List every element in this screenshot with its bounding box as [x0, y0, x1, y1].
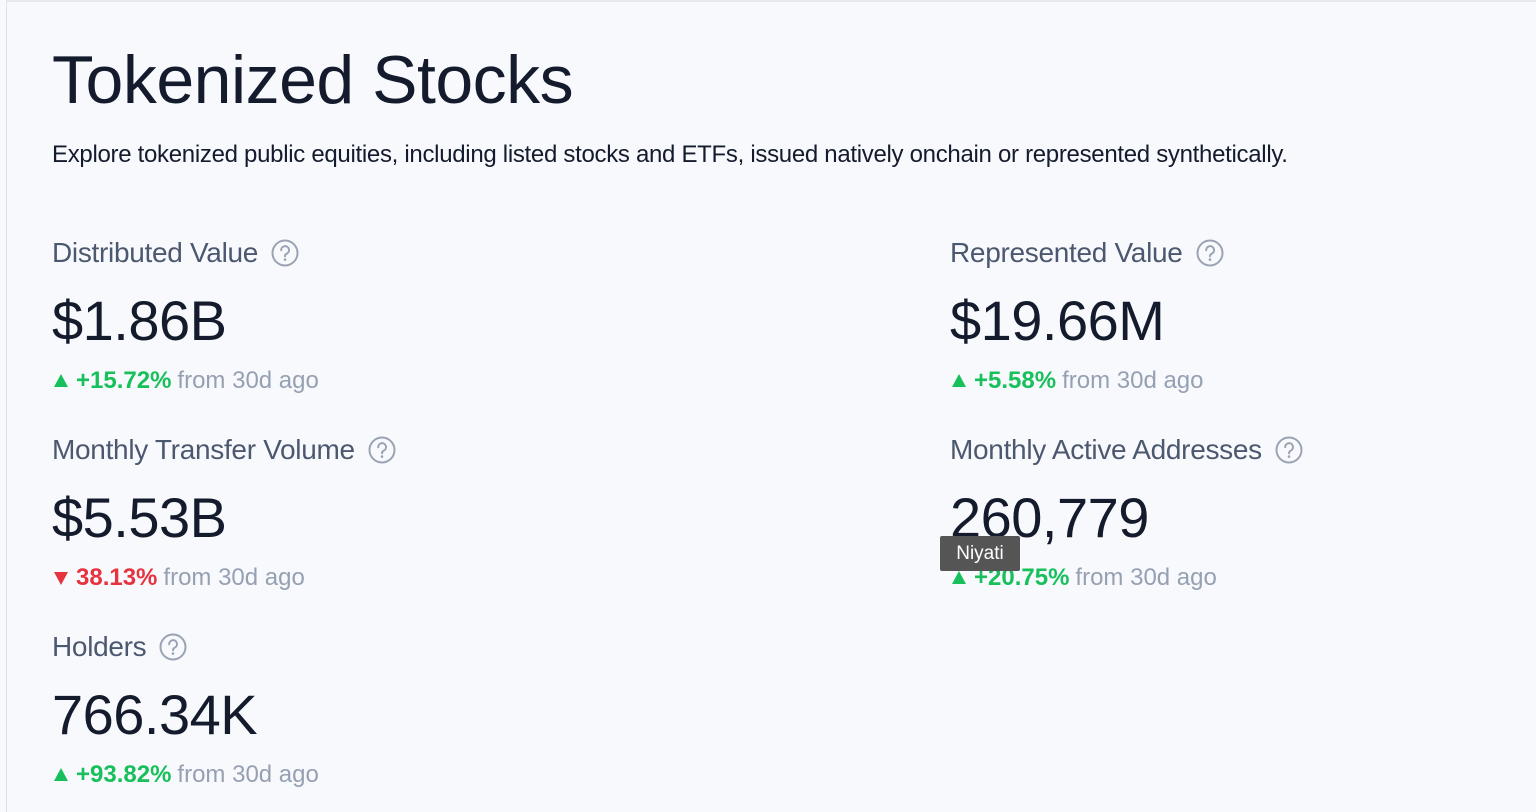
metric-note: from 30d ago	[1062, 367, 1204, 394]
metric-label: Monthly Active Addresses	[950, 434, 1262, 465]
title: Tokenized Stocks	[52, 42, 574, 118]
trend-arrow	[54, 374, 68, 387]
metric-note: from 30d ago	[1075, 564, 1217, 591]
metric-value: 766.34K	[52, 683, 258, 746]
metric-note: from 30d ago	[163, 564, 305, 591]
metric-value: 260,779	[950, 486, 1149, 549]
metric-note: from 30d ago	[177, 761, 319, 788]
metric-change: +93.82%	[76, 761, 172, 788]
metric-change-row: +93.82% from 30d ago	[52, 761, 752, 789]
metric-value: $19.66M	[950, 289, 1165, 352]
metric-label: Holders	[52, 631, 147, 662]
panel	[6, 0, 1536, 812]
metric-change: +5.58%	[974, 367, 1057, 394]
metric-label-row: Monthly Active Addresses	[950, 434, 1536, 466]
metric-change: 38.13%	[76, 564, 158, 591]
help-icon[interactable]	[1195, 238, 1225, 268]
metric-card: Distributed Value $1.86B +15.72% from 30d a…	[52, 237, 752, 395]
metric-label-row: Distributed Value	[52, 237, 752, 269]
metric-note: from 30d ago	[177, 367, 319, 394]
metric-label-row: Holders	[52, 631, 752, 663]
trend-arrow	[54, 572, 68, 585]
help-icon[interactable]	[270, 238, 300, 268]
metric-change-row: 38.13% from 30d ago	[52, 564, 752, 592]
help-icon[interactable]	[158, 632, 188, 662]
metric-label: Represented Value	[950, 237, 1183, 268]
trend-arrow	[54, 768, 68, 781]
metric-card: Represented Value $19.66M +5.58% from 30d a…	[950, 237, 1536, 395]
metric-label: Distributed Value	[52, 237, 259, 268]
trend-arrow	[952, 374, 966, 387]
subtitle: Explore tokenized public equities, inclu…	[52, 141, 1288, 168]
metric-change-row: +15.72% from 30d ago	[52, 367, 752, 395]
help-icon[interactable]	[1274, 435, 1304, 465]
metric-card: Monthly Transfer Volume $5.53B 38.13% from …	[52, 434, 752, 592]
help-icon[interactable]	[367, 435, 397, 465]
metric-card: Monthly Active Addresses 260,779 +20.75% fr…	[950, 434, 1536, 592]
metric-value: $5.53B	[52, 486, 227, 549]
metric-label: Monthly Transfer Volume	[52, 434, 355, 465]
metric-change: +15.72%	[76, 367, 172, 394]
trend-arrow	[952, 571, 966, 584]
metric-change-row: +20.75% from 30d ago	[950, 564, 1536, 592]
metric-change-row: +5.58% from 30d ago	[950, 367, 1536, 395]
metric-value: $1.86B	[52, 289, 227, 352]
metric-label-row: Represented Value	[950, 237, 1536, 269]
metric-label-row: Monthly Transfer Volume	[52, 434, 752, 466]
tooltip: Niyati	[940, 536, 1020, 571]
metric-card: Holders 766.34K +93.82% from 30d ago	[52, 631, 752, 789]
